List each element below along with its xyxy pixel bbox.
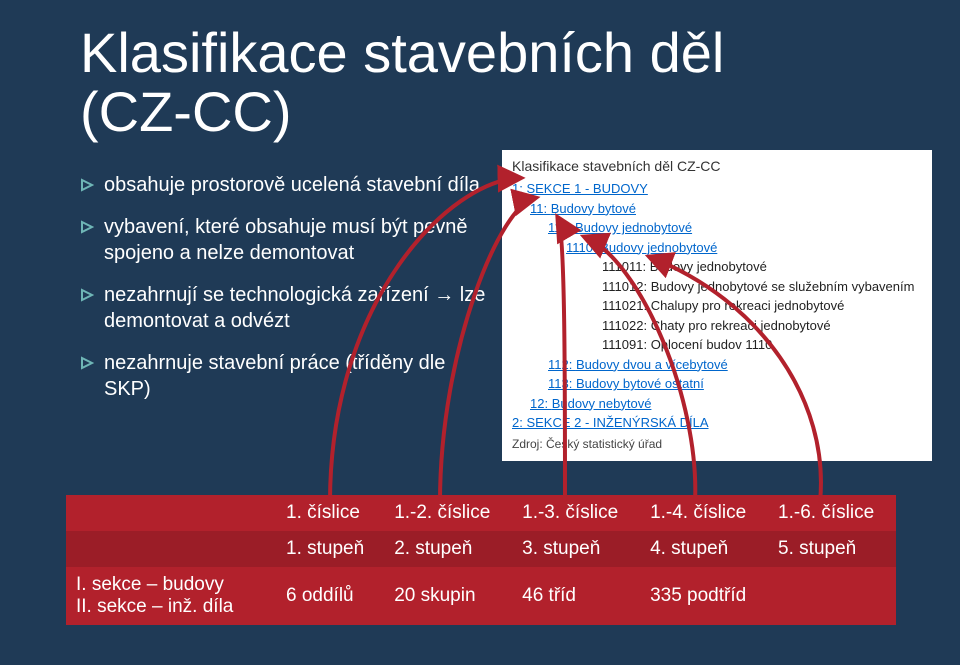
bullet-item: nezahrnují se technologická zařízení → l… bbox=[80, 282, 490, 334]
panel-code: 2: bbox=[512, 415, 526, 430]
table-cell: 335 podtříd bbox=[640, 567, 768, 625]
panel-row: 11: Budovy bytové bbox=[530, 199, 922, 219]
bullet-text: vybavení, které obsahuje musí být pevně … bbox=[104, 214, 490, 266]
panel-label: Budovy jednobytové bbox=[650, 259, 767, 274]
table-cell: 4. stupeň bbox=[640, 531, 768, 567]
panel-code: 111: bbox=[548, 220, 575, 235]
panel-row: 111021: Chalupy pro rekreaci jednobytové bbox=[602, 296, 922, 316]
title-line2: (CZ-CC) bbox=[80, 80, 291, 143]
classification-panel: Klasifikace stavebních děl CZ-CC 1: SEKC… bbox=[502, 150, 932, 461]
triangle-icon bbox=[80, 356, 94, 370]
table-row: I. sekce – budovyII. sekce – inž. díla 6… bbox=[66, 567, 896, 625]
panel-label: Budovy jednobytové bbox=[575, 220, 692, 235]
table-cell: 6 oddílů bbox=[276, 567, 384, 625]
panel-code: 111022: bbox=[602, 318, 651, 333]
panel-code: 11: bbox=[530, 201, 551, 216]
section-line: II. sekce – inž. díla bbox=[76, 596, 233, 617]
bullet-item: vybavení, které obsahuje musí být pevně … bbox=[80, 214, 490, 266]
panel-row: 113: Budovy bytové ostatní bbox=[548, 374, 922, 394]
panel-code: 111012: bbox=[602, 279, 651, 294]
panel-row: 12: Budovy nebytové bbox=[530, 394, 922, 414]
panel-row: 112: Budovy dvou a vícebytové bbox=[548, 355, 922, 375]
table-cell: I. sekce – budovyII. sekce – inž. díla bbox=[66, 567, 276, 625]
table-cell: 5. stupeň bbox=[768, 531, 896, 567]
panel-label: Budovy bytové ostatní bbox=[576, 376, 704, 391]
panel-code: 1: bbox=[512, 181, 526, 196]
panel-label: Budovy nebytové bbox=[552, 396, 652, 411]
bullet-text: obsahuje prostorově ucelená stavební díl… bbox=[104, 172, 480, 198]
panel-code: 111021: bbox=[602, 298, 651, 313]
panel-label: Budovy jednobytové se služebním vybavení… bbox=[651, 279, 915, 294]
panel-code: 1110: bbox=[566, 240, 600, 255]
panel-label: Budovy dvou a vícebytové bbox=[576, 357, 728, 372]
bullet-item: obsahuje prostorově ucelená stavební díl… bbox=[80, 172, 490, 198]
table-cell: 1.-6. číslice bbox=[768, 495, 896, 531]
table-cell: 46 tříd bbox=[512, 567, 640, 625]
table-cell bbox=[66, 495, 276, 531]
title-line1: Klasifikace stavebních děl bbox=[80, 21, 724, 84]
panel-label: Chaty pro rekreaci jednobytové bbox=[651, 318, 831, 333]
table-cell: 3. stupeň bbox=[512, 531, 640, 567]
panel-label: Budovy bytové bbox=[551, 201, 636, 216]
triangle-icon bbox=[80, 288, 94, 302]
panel-row: 2: SEKCE 2 - INŽENÝRSKÁ DÍLA bbox=[512, 413, 922, 433]
panel-code: 113: bbox=[548, 376, 576, 391]
panel-source: Zdroj: Český statistický úřad bbox=[512, 435, 922, 453]
table-row: 1. stupeň 2. stupeň 3. stupeň 4. stupeň … bbox=[66, 531, 896, 567]
panel-code: 112: bbox=[548, 357, 576, 372]
table-cell: 1.-3. číslice bbox=[512, 495, 640, 531]
slide-title: Klasifikace stavebních děl (CZ-CC) bbox=[80, 24, 724, 142]
table-row: 1. číslice 1.-2. číslice 1.-3. číslice 1… bbox=[66, 495, 896, 531]
section-line: I. sekce – budovy bbox=[76, 574, 224, 595]
panel-code: 111011: bbox=[602, 259, 650, 274]
panel-code: 12: bbox=[530, 396, 552, 411]
bullet-list: obsahuje prostorově ucelená stavební díl… bbox=[80, 172, 490, 418]
panel-label: SEKCE 1 - BUDOVY bbox=[526, 181, 647, 196]
panel-title: Klasifikace stavebních děl CZ-CC bbox=[512, 156, 922, 177]
panel-code: 111091: bbox=[602, 337, 651, 352]
panel-label: Chalupy pro rekreaci jednobytové bbox=[651, 298, 845, 313]
panel-label: SEKCE 2 - INŽENÝRSKÁ DÍLA bbox=[526, 415, 708, 430]
panel-row: 1110: Budovy jednobytové bbox=[566, 238, 922, 258]
bullet-item: nezahrnuje stavební práce (tříděny dle S… bbox=[80, 350, 490, 402]
table-cell: 2. stupeň bbox=[384, 531, 512, 567]
triangle-icon bbox=[80, 178, 94, 192]
bullet-text: nezahrnují se technologická zařízení → l… bbox=[104, 282, 490, 334]
panel-row: 1: SEKCE 1 - BUDOVY bbox=[512, 179, 922, 199]
panel-row: 111012: Budovy jednobytové se služebním … bbox=[602, 277, 922, 297]
table-cell: 1.-2. číslice bbox=[384, 495, 512, 531]
panel-label: Budovy jednobytové bbox=[600, 240, 717, 255]
panel-row: 111011: Budovy jednobytové bbox=[602, 257, 922, 277]
panel-row: 111022: Chaty pro rekreaci jednobytové bbox=[602, 316, 922, 336]
table-cell: 1.-4. číslice bbox=[640, 495, 768, 531]
panel-row: 111: Budovy jednobytové bbox=[548, 218, 922, 238]
panel-row: 111091: Oplocení budov 1110 bbox=[602, 335, 922, 355]
panel-label: Oplocení budov 1110 bbox=[651, 337, 773, 352]
bullet-text: nezahrnuje stavební práce (tříděny dle S… bbox=[104, 350, 490, 402]
table-cell: 1. stupeň bbox=[276, 531, 384, 567]
table-cell: 1. číslice bbox=[276, 495, 384, 531]
table-cell bbox=[66, 531, 276, 567]
levels-table: 1. číslice 1.-2. číslice 1.-3. číslice 1… bbox=[66, 495, 896, 625]
triangle-icon bbox=[80, 220, 94, 234]
table-cell: 20 skupin bbox=[384, 567, 512, 625]
table-cell bbox=[768, 567, 896, 625]
